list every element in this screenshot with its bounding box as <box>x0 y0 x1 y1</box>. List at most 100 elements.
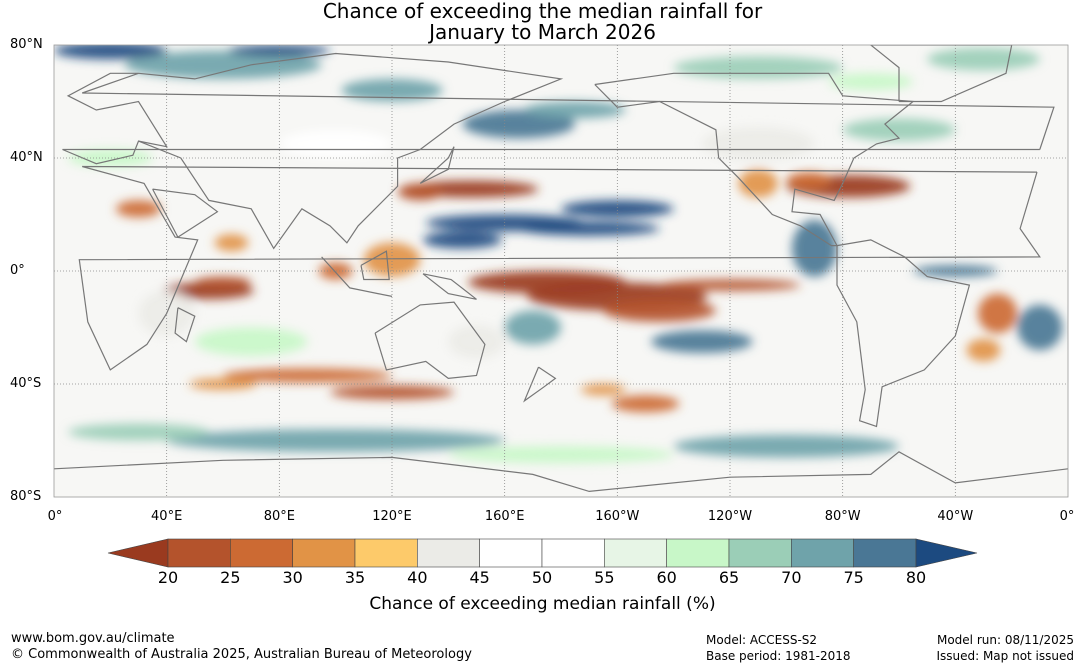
longitude-label: 80°W <box>824 509 861 524</box>
probability-patch <box>318 262 353 280</box>
probability-patch <box>842 118 956 142</box>
footer-model: Model: ACCESS-S2 <box>706 633 818 647</box>
longitude-label: 160°W <box>595 509 640 524</box>
probability-patch <box>524 101 626 119</box>
probability-patch <box>68 423 209 441</box>
footer-base-period: Base period: 1981-2018 <box>706 649 851 663</box>
colorbar-segment <box>853 538 917 568</box>
probability-patch <box>448 446 674 464</box>
longitude-label: 40°W <box>937 509 974 524</box>
coastline <box>321 256 393 297</box>
coastline <box>138 52 564 250</box>
latitude-label: 40°S <box>10 376 42 391</box>
colorbar-high-arrow <box>915 538 978 568</box>
colorbar-tick-label: 20 <box>157 568 179 587</box>
probability-patch <box>54 45 167 60</box>
colorbar-tick-label: 30 <box>282 568 303 587</box>
probability-patch <box>651 330 753 353</box>
probability-patch <box>673 434 899 458</box>
colorbar-segment <box>728 538 792 568</box>
probability-patch <box>330 385 454 400</box>
probability-patch <box>124 50 322 79</box>
footer-copyright: © Commonwealth of Australia 2025, Austra… <box>11 647 472 662</box>
probability-patch <box>561 200 674 218</box>
latitude-label: 80°S <box>10 489 42 504</box>
probability-patch <box>115 200 162 218</box>
probability-patch <box>194 276 252 288</box>
coastline <box>54 451 1068 493</box>
probability-patch <box>214 234 249 252</box>
probability-patch <box>611 395 680 413</box>
colorbar-tick-label: 50 <box>531 568 553 587</box>
colorbar-segment <box>666 538 730 568</box>
colorbar-segment <box>230 538 293 568</box>
latitude-label: 80°N <box>10 37 43 52</box>
colorbar-tick-label: 55 <box>594 568 615 587</box>
coastline <box>419 146 455 184</box>
colorbar-tick-label: 65 <box>718 568 740 587</box>
probability-patch <box>828 73 914 91</box>
probability-patch <box>279 129 392 158</box>
probability-patch <box>194 327 308 356</box>
colorbar-tick-label: 80 <box>905 568 927 587</box>
probability-patch <box>966 338 1001 362</box>
probability-patch <box>738 169 778 198</box>
colorbar-tick-label: 60 <box>656 568 677 587</box>
coastline <box>422 273 477 300</box>
probability-patch <box>448 324 505 359</box>
probability-patch <box>786 172 832 190</box>
coastline <box>374 301 486 380</box>
probability-patch <box>228 45 331 57</box>
coastline <box>594 72 915 247</box>
coastline <box>836 239 971 428</box>
probability-patch <box>68 149 153 167</box>
footer-model-run: Model run: 08/11/2025 <box>936 633 1074 647</box>
colorbar-tick-label: 35 <box>344 568 366 587</box>
probability-patch <box>1017 304 1063 351</box>
probability-patch <box>504 310 561 345</box>
colorbar-low-arrow <box>107 538 169 568</box>
coastline <box>152 188 219 238</box>
colorbar-tick-label: 70 <box>781 568 802 587</box>
longitude-label: 0° <box>47 509 63 524</box>
colorbar-segment <box>417 538 480 568</box>
longitude-label: 40°E <box>151 509 183 524</box>
coastlines <box>54 45 1068 493</box>
colorbar-segment <box>541 538 605 568</box>
colorbar-tick-label: 40 <box>407 568 428 587</box>
colorbar-segment <box>292 538 356 568</box>
probability-patch <box>673 56 843 79</box>
colorbar-segment <box>791 538 854 568</box>
probability-patch <box>927 47 1040 71</box>
colorbar-tick-label: 75 <box>843 568 864 587</box>
probability-patch <box>397 183 443 201</box>
map-title-line2: January to March 2026 <box>429 20 656 44</box>
colorbar-segment <box>354 538 418 568</box>
colorbar-tick-label: 45 <box>469 568 490 587</box>
probability-patch <box>223 368 392 383</box>
probability-fields <box>54 45 1063 464</box>
footer-issued: Issued: Map not issued <box>936 649 1074 663</box>
probability-patch <box>580 384 626 396</box>
coastline <box>523 366 557 403</box>
coastline <box>78 165 1041 371</box>
map-title-line1: Chance of exceeding the median rainfall … <box>322 0 763 23</box>
latitude-label: 0° <box>10 263 25 278</box>
longitude-label: 120°E <box>372 509 412 524</box>
probability-patch <box>977 293 1018 334</box>
probability-patch <box>462 109 576 139</box>
latitude-label: 40°N <box>10 150 43 165</box>
probability-patch <box>363 242 421 277</box>
coastline <box>869 45 1013 103</box>
probability-patch <box>518 221 660 236</box>
map-frame <box>53 44 1069 498</box>
footer-url[interactable]: www.bom.gov.au/climate <box>11 631 175 646</box>
probability-patch <box>791 220 838 277</box>
colorbar-segment <box>604 538 667 568</box>
longitude-label: 160°E <box>484 509 525 524</box>
colorbar <box>107 538 978 568</box>
colorbar-title: Chance of exceeding median rainfall (%) <box>369 594 716 614</box>
probability-patch <box>422 231 502 249</box>
coastline <box>174 307 196 343</box>
